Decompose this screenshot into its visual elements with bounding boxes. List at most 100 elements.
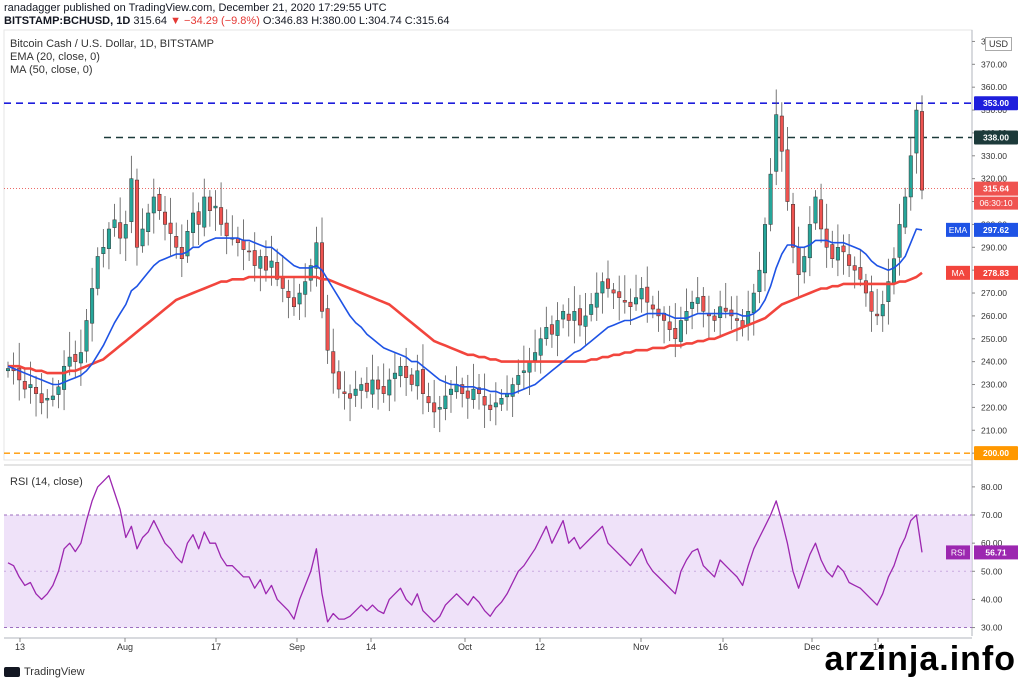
candle-body[interactable] [185,231,190,257]
candle-body[interactable] [555,320,560,336]
candle-body[interactable] [875,313,880,317]
candle-body[interactable] [308,265,313,281]
rsi-legend[interactable]: RSI (14, close) [10,476,83,488]
candle-body[interactable] [527,361,532,373]
candle-body[interactable] [690,301,695,309]
candle-body[interactable] [746,311,751,325]
candle-body[interactable] [645,286,650,303]
candle-body[interactable] [387,379,392,396]
candle-body[interactable] [286,290,291,298]
candle-body[interactable] [718,306,723,318]
candle-body[interactable] [392,372,397,379]
candle-body[interactable] [437,407,442,410]
candle-body[interactable] [106,228,111,249]
candle-body[interactable] [533,352,538,361]
candle-body[interactable] [493,402,498,408]
candle-body[interactable] [224,222,229,237]
candle-body[interactable] [835,247,840,261]
candle-body[interactable] [325,308,330,351]
candle-body[interactable] [258,256,263,269]
candle-body[interactable] [477,387,482,394]
candle-body[interactable] [426,396,431,404]
candle-body[interactable] [763,224,767,274]
candle-body[interactable] [39,393,44,404]
candle-body[interactable] [460,384,465,394]
candle-body[interactable] [118,222,123,239]
candle-body[interactable] [807,224,812,259]
candle-body[interactable] [6,368,10,372]
candle-body[interactable] [802,256,807,273]
candle-body[interactable] [364,382,369,392]
candle-body[interactable] [684,311,689,321]
candle-body[interactable] [577,308,582,326]
candle-body[interactable] [303,281,308,295]
candle-body[interactable] [34,387,39,394]
candle-body[interactable] [488,404,493,410]
candle-body[interactable] [420,369,425,394]
candle-body[interactable] [331,351,336,374]
candle-body[interactable] [280,277,285,289]
candle-body[interactable] [544,327,549,340]
candle-body[interactable] [634,297,639,305]
candle-body[interactable] [291,297,296,308]
candle-body[interactable] [914,109,919,154]
candle-body[interactable] [886,281,891,302]
candle-body[interactable] [398,365,403,377]
candle-body[interactable] [370,379,375,395]
candle-body[interactable] [908,155,913,198]
candle-body[interactable] [134,179,139,248]
candle-body[interactable] [252,250,257,266]
candle-body[interactable] [521,370,526,373]
candle-body[interactable] [174,236,179,248]
candle-body[interactable] [207,196,212,211]
candle-body[interactable] [863,280,868,294]
candle-body[interactable] [639,288,644,300]
candle-body[interactable] [605,278,610,289]
candle-body[interactable] [465,390,470,399]
legend-ema[interactable]: EMA (20, close, 0) [10,51,100,63]
candle-body[interactable] [146,212,151,232]
candle-body[interactable] [404,365,409,378]
candle-body[interactable] [129,178,134,222]
candle-body[interactable] [409,374,414,385]
candle-body[interactable] [320,242,325,312]
candle-body[interactable] [241,239,246,250]
candle-body[interactable] [163,211,167,225]
candle-body[interactable] [622,300,627,303]
candle-body[interactable] [600,281,605,294]
candle-body[interactable] [594,292,599,308]
candle-body[interactable] [891,258,896,284]
candle-body[interactable] [415,370,420,387]
candle-body[interactable] [538,338,543,356]
candle-body[interactable] [583,315,588,327]
candle-body[interactable] [712,315,717,321]
tradingview-logo[interactable]: TradingView [4,666,85,678]
candle-body[interactable] [589,304,594,315]
candle-body[interactable] [219,207,224,225]
candle-body[interactable] [852,265,857,271]
candle-body[interactable] [813,196,818,224]
candle-body[interactable] [123,224,128,239]
candle-body[interactable] [443,395,448,410]
candle-body[interactable] [22,381,27,390]
candle-body[interactable] [656,308,661,317]
candle-body[interactable] [90,288,95,324]
candle-body[interactable] [510,384,515,397]
candle-body[interactable] [50,395,55,400]
candle-body[interactable] [880,304,885,317]
candle-body[interactable] [768,173,773,225]
candle-body[interactable] [28,384,33,388]
candle-body[interactable] [774,114,779,172]
candle-body[interactable] [191,212,196,233]
legend-ma[interactable]: MA (50, close, 0) [10,64,93,76]
candle-body[interactable] [549,324,554,335]
candle-body[interactable] [73,354,78,362]
candle-body[interactable] [348,393,353,399]
candle-body[interactable] [611,289,616,294]
candle-body[interactable] [78,352,83,364]
candle-body[interactable] [202,196,207,228]
candle-body[interactable] [678,320,683,342]
candle-body[interactable] [869,291,874,312]
currency-badge[interactable]: USD [985,37,1013,51]
